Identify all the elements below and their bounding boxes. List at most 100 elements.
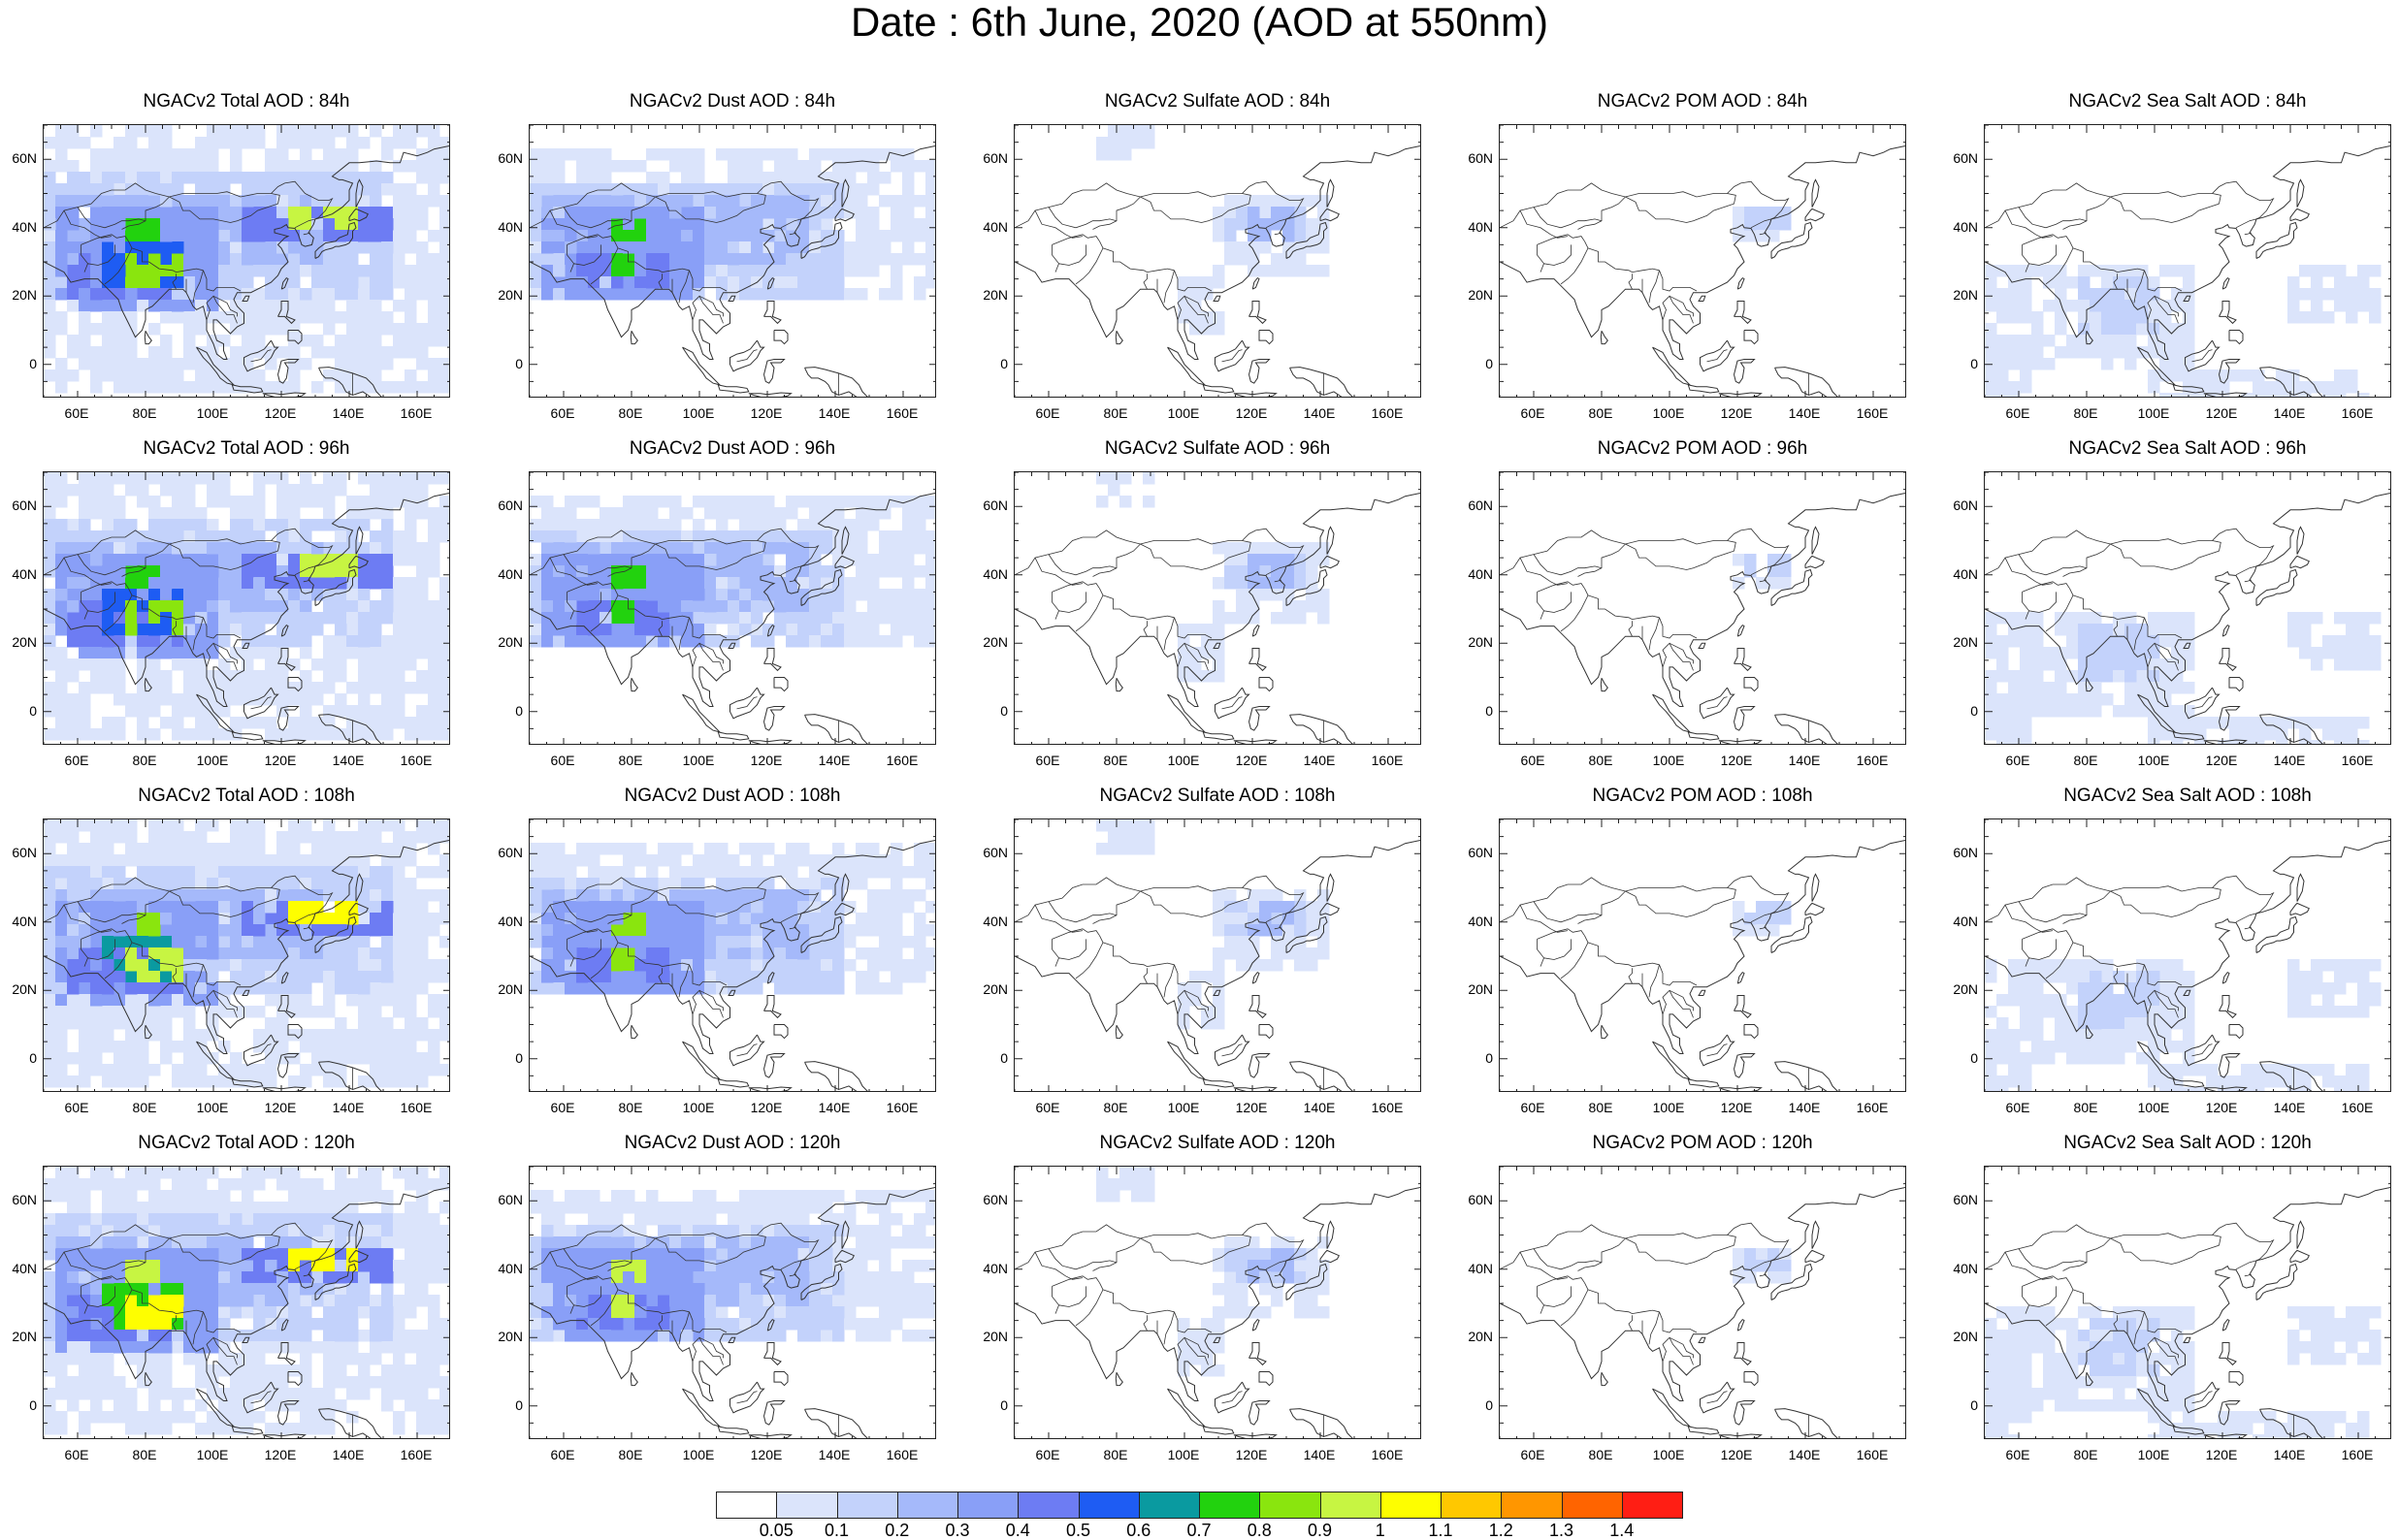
aod-cell: [541, 635, 554, 648]
aod-cell: [914, 288, 926, 301]
aod-cell: [125, 854, 138, 867]
coastline: [242, 295, 250, 302]
coastline: [834, 555, 855, 569]
aod-cell: [405, 207, 417, 219]
panel-title: NGACv2 Sulfate AOD : 84h: [1104, 91, 1331, 112]
aod-cell: [739, 600, 752, 613]
aod-cell: [762, 554, 775, 566]
aod-cell: [242, 913, 254, 925]
aod-cell: [1733, 577, 1745, 590]
aod-cell: [230, 253, 243, 266]
aod-cell: [311, 276, 324, 289]
aod-cell: [172, 854, 184, 867]
aod-cell: [300, 947, 312, 960]
aod-cell: [148, 496, 161, 508]
aod-cell: [416, 819, 429, 832]
country-border: [169, 193, 280, 223]
aod-cell: [44, 311, 56, 324]
aod-cell: [428, 600, 440, 613]
aod-cell: [370, 913, 382, 925]
aod-cell: [2334, 300, 2347, 312]
coastline: [773, 330, 789, 345]
aod-cell: [393, 1052, 405, 1065]
aod-cell: [113, 717, 126, 729]
aod-cell: [79, 335, 91, 347]
aod-cell: [2334, 728, 2347, 741]
aod-cell: [172, 565, 184, 578]
aod-cell: [253, 913, 266, 925]
aod-cell: [253, 195, 266, 208]
aod-cell: [693, 554, 705, 566]
aod-cell: [530, 624, 542, 636]
aod-cell: [762, 241, 775, 254]
aod-cell: [90, 472, 103, 485]
aod-cell: [381, 589, 394, 601]
aod-cell: [242, 819, 254, 832]
aod-cell: [253, 878, 266, 890]
aod-cell: [358, 1052, 371, 1065]
country-border: [2062, 196, 2111, 230]
aod-cell: [1985, 728, 1997, 741]
aod-cell: [541, 172, 554, 184]
aod-cell: [2020, 288, 2032, 301]
aod-cell: [681, 172, 694, 184]
aod-shading: [530, 148, 935, 301]
country-border: [2113, 621, 2118, 637]
aod-cell: [90, 160, 103, 173]
aod-cell: [439, 253, 449, 266]
aod-cell: [90, 647, 103, 659]
aod-cell: [370, 230, 382, 242]
aod-cell: [565, 635, 577, 648]
aod-cell: [79, 137, 91, 149]
aod-cell: [553, 565, 566, 578]
aod-cell: [137, 901, 149, 914]
coastline: [1115, 677, 1123, 692]
aod-cell: [288, 878, 301, 890]
aod-cell: [137, 624, 149, 636]
aod-cell: [160, 936, 173, 948]
aod-cell: [2311, 311, 2323, 324]
aod-cell: [405, 635, 417, 648]
aod-cell: [160, 982, 173, 995]
aod-cell: [44, 288, 56, 301]
aod-cell: [439, 230, 449, 242]
aod-cell: [44, 901, 56, 914]
aod-cell: [646, 624, 659, 636]
aod-cell: [125, 358, 138, 370]
aod-cell: [288, 542, 301, 555]
aod-cell: [2124, 335, 2137, 347]
aod-cell: [588, 207, 600, 219]
aod-cell: [1224, 542, 1237, 555]
aod-cell: [2008, 693, 2021, 706]
aod-cell: [195, 183, 208, 196]
coastline: [2185, 339, 2221, 372]
aod-cell: [600, 218, 612, 231]
aod-cell: [416, 682, 429, 694]
aod-cell: [323, 843, 336, 855]
aod-cell: [160, 265, 173, 277]
aod-cell: [137, 913, 149, 925]
aod-cell: [2008, 624, 2021, 636]
aod-cell: [79, 300, 91, 312]
aod-cell: [67, 994, 80, 1007]
aod-cell: [704, 253, 717, 266]
aod-cell: [288, 843, 301, 855]
aod-cell: [405, 682, 417, 694]
aod-cell: [113, 971, 126, 983]
coastline: [2221, 276, 2230, 290]
aod-cell: [439, 530, 449, 543]
aod-cell: [218, 947, 231, 960]
aod-cell: [2008, 670, 2021, 683]
aod-cell: [856, 507, 868, 520]
lon-tick-label: 100E: [196, 753, 229, 768]
aod-cell: [716, 612, 729, 625]
aod-cell: [751, 207, 763, 219]
aod-cell: [439, 959, 449, 972]
aod-cell: [867, 241, 880, 254]
aod-cell: [393, 323, 405, 336]
aod-cell: [914, 542, 926, 555]
aod-cell: [821, 241, 833, 254]
country-border: [590, 241, 619, 285]
axis-ticks: [530, 125, 935, 397]
aod-cell: [172, 1075, 184, 1088]
